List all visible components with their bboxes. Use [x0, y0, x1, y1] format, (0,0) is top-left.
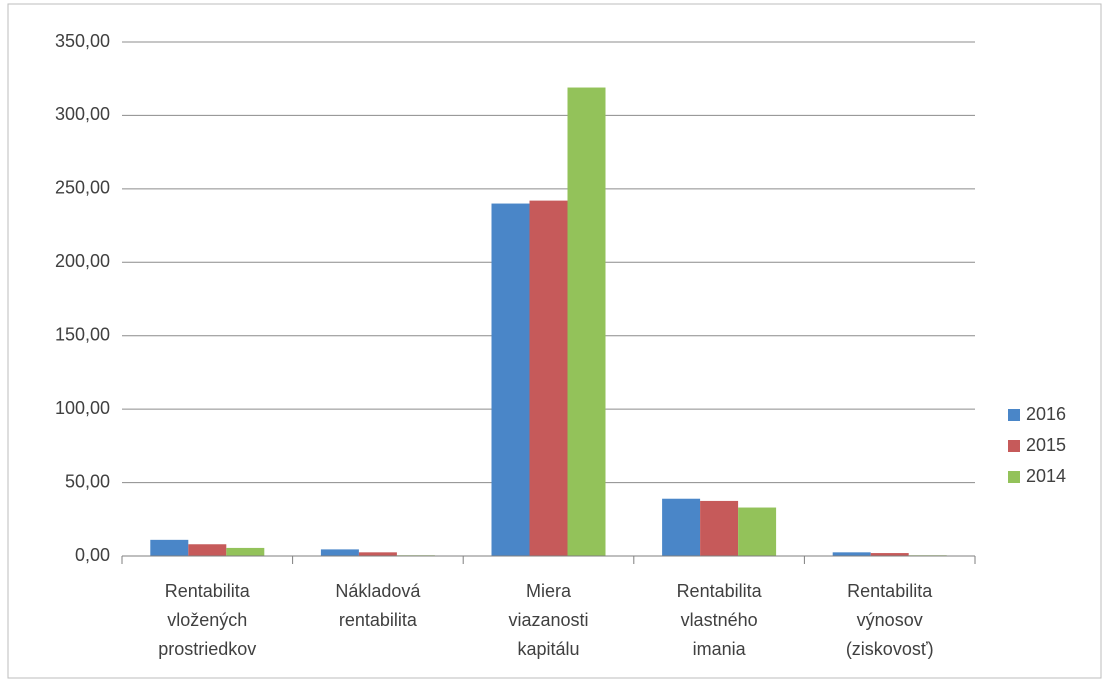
x-tick-label: Miera	[526, 581, 572, 601]
bar	[567, 87, 606, 557]
x-tick-label: Rentabilita	[847, 581, 933, 601]
bar	[150, 539, 189, 556]
bar	[662, 498, 701, 556]
y-tick-label: 150,00	[55, 324, 110, 344]
y-tick-label: 300,00	[55, 104, 110, 124]
bar	[870, 553, 909, 556]
y-tick-label: 50,00	[65, 471, 110, 491]
legend-swatch	[1008, 440, 1020, 452]
x-tick-label: výnosov	[857, 610, 923, 630]
y-tick-label: 0,00	[75, 545, 110, 565]
legend-swatch	[1008, 409, 1020, 421]
bar	[358, 552, 397, 556]
x-tick-label: imania	[693, 639, 747, 659]
legend-swatch	[1008, 471, 1020, 483]
legend-label: 2014	[1026, 466, 1066, 486]
x-tick-label: rentabilita	[339, 610, 418, 630]
bar	[491, 203, 530, 557]
legend-label: 2015	[1026, 435, 1066, 455]
x-tick-label: vložených	[167, 610, 247, 630]
y-tick-label: 350,00	[55, 31, 110, 51]
bar	[832, 552, 871, 556]
bar	[529, 200, 568, 556]
x-tick-label: Rentabilita	[677, 581, 763, 601]
x-tick-label: Nákladová	[335, 581, 421, 601]
x-tick-label: Rentabilita	[165, 581, 251, 601]
x-tick-label: prostriedkov	[158, 639, 256, 659]
x-tick-label: (ziskovosť)	[846, 639, 934, 659]
bar	[320, 549, 359, 556]
y-tick-label: 250,00	[55, 178, 110, 198]
legend-label: 2016	[1026, 404, 1066, 424]
bar	[700, 500, 739, 556]
bar	[226, 547, 265, 556]
y-tick-label: 200,00	[55, 251, 110, 271]
bar	[738, 507, 777, 556]
bar	[188, 544, 227, 556]
x-tick-label: kapitálu	[517, 639, 579, 659]
y-tick-label: 100,00	[55, 398, 110, 418]
x-tick-label: vlastného	[681, 610, 758, 630]
x-tick-label: viazanosti	[508, 610, 588, 630]
